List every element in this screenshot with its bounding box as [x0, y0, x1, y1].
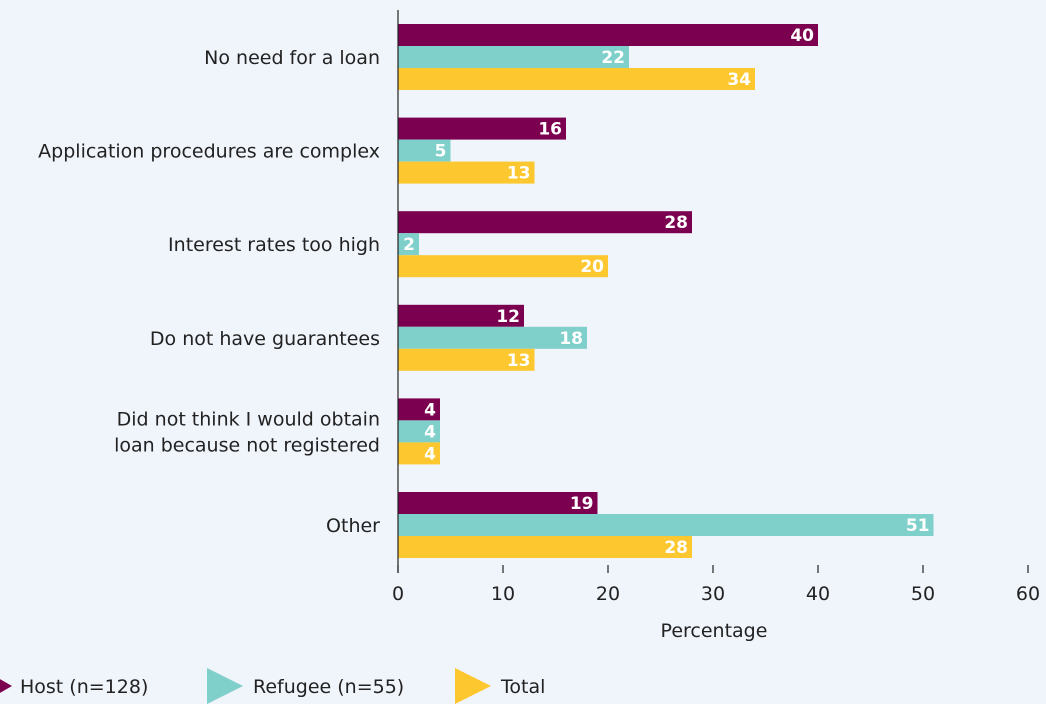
bar: [398, 492, 598, 514]
bar: [398, 139, 451, 162]
legend-label: Host (n=128): [20, 676, 148, 698]
legend-label: Refugee (n=55): [253, 676, 404, 698]
category-label: Application procedures are complex: [38, 141, 380, 163]
data-label: 13: [507, 351, 531, 371]
category-labels: No need for a loan Application procedures…: [38, 47, 380, 537]
data-label: 4: [424, 444, 436, 464]
legend-marker: [207, 668, 243, 704]
x-tick-label: 30: [701, 583, 725, 605]
x-tick-label: 60: [1016, 583, 1040, 605]
data-label: 51: [906, 516, 930, 536]
bar: [398, 304, 524, 327]
bar: [398, 398, 440, 421]
data-label: 4: [424, 400, 436, 420]
category-label: loan because not registered: [114, 434, 380, 456]
bar: [398, 68, 755, 90]
data-label: 28: [664, 213, 688, 233]
x-tick-label: 20: [596, 583, 620, 605]
category-label: Other: [326, 515, 380, 537]
data-label: 4: [424, 422, 436, 442]
legend: Host (n=128) Refugee (n=55) Total: [0, 668, 545, 704]
category-label: Interest rates too high: [168, 234, 380, 256]
data-label: 22: [601, 48, 625, 68]
bar: [398, 514, 934, 536]
data-label: 20: [580, 257, 604, 277]
bar: [398, 326, 587, 349]
data-label: 5: [435, 142, 447, 162]
bar: [398, 233, 419, 256]
bar: [398, 536, 692, 558]
bar: [398, 161, 535, 184]
bar: [398, 117, 566, 140]
x-axis: 0 10 20 30 40 50 60 Percentage: [392, 10, 1040, 642]
bar: [398, 255, 608, 278]
legend-marker: [455, 668, 491, 704]
data-label: 34: [727, 70, 751, 90]
x-axis-title: Percentage: [661, 620, 768, 642]
legend-label: Total: [500, 676, 545, 698]
data-label: 28: [664, 538, 688, 558]
x-tick-label: 40: [806, 583, 830, 605]
bar: [398, 211, 692, 234]
data-label: 2: [403, 235, 415, 255]
bar: [398, 24, 818, 46]
bar: [398, 420, 440, 443]
category-label: Do not have guarantees: [150, 328, 380, 350]
data-label: 12: [496, 307, 520, 327]
x-axis-ticks: 0 10 20 30 40 50 60: [392, 565, 1040, 605]
data-label: 19: [570, 494, 594, 514]
data-label: 40: [790, 26, 814, 46]
data-label: 18: [559, 329, 583, 349]
data-label: 13: [507, 164, 531, 184]
legend-marker: [0, 679, 12, 693]
x-tick-label: 10: [491, 583, 515, 605]
bar: [398, 348, 535, 371]
x-tick-label: 0: [392, 583, 404, 605]
bar: [398, 46, 629, 68]
x-tick-label: 50: [911, 583, 935, 605]
category-label: Did not think I would obtain: [117, 408, 380, 430]
bar: [398, 442, 440, 465]
category-label: No need for a loan: [204, 47, 380, 69]
data-label: 16: [538, 120, 562, 140]
